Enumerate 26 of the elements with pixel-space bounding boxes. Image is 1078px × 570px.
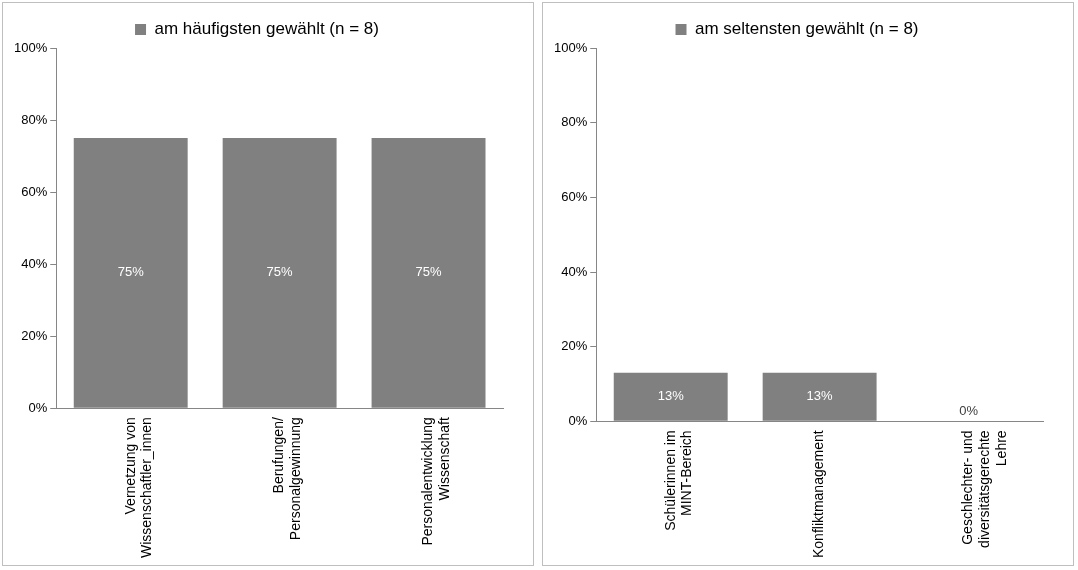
y-tick-label: 20% [561,338,588,354]
y-tick-label: 40% [561,263,588,279]
x-tick-label: Vernetzung von Wissenschaftler_innen [121,417,155,559]
y-tick-label: 100% [14,39,48,55]
y-tick-label: 20% [21,327,48,343]
y-tick-label: 60% [561,188,588,204]
data-label: 13% [806,388,834,404]
y-tick-label: 0% [28,399,48,415]
y-tick-label: 60% [21,183,48,199]
y-tick-label: 80% [21,111,48,127]
x-tick-label: Schülerinnen im MINT-Bereich [661,430,695,531]
x-tick-label: Berufungen/ Personalgewinnung [270,417,304,541]
data-label: 13% [657,388,685,404]
data-label: 0% [959,402,979,418]
y-tick-label: 0% [568,412,588,428]
x-tick-label: Geschlechter- und diversitätsgerechte Lehre [959,430,1009,548]
data-label: 75% [415,264,442,280]
y-tick-label: 100% [554,39,588,55]
legend-label: am seltensten gewählt (n = 8) [695,19,919,39]
x-tick-label: Konfliktmanagement [810,430,827,559]
data-label: 75% [266,264,294,280]
legend-label: am häufigsten gewählt (n = 8) [154,19,379,39]
y-tick-label: 40% [21,255,48,271]
data-label: 75% [117,264,145,280]
y-tick-label: 80% [561,114,588,130]
x-tick-label: Personalentwicklung Wissenschaft [419,417,453,546]
